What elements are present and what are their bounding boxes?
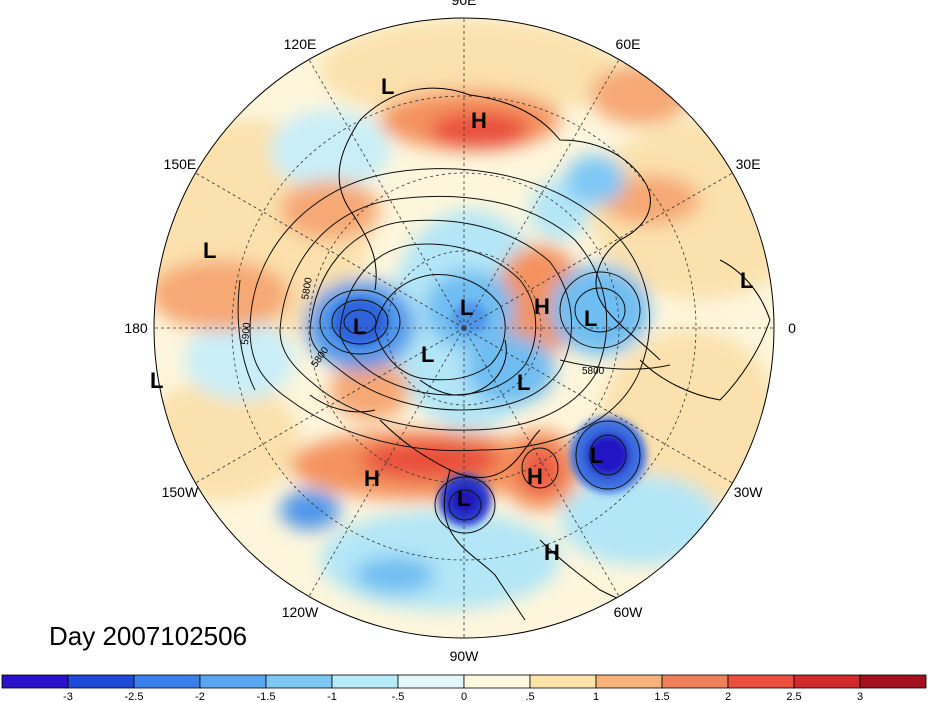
longitude-labels: 90E 60E 30E 0 30W 60W 90W 120W 150W 180 150E 120E [124, 0, 796, 664]
colorbar-box [595, 674, 663, 689]
longitude-label: 150E [164, 156, 197, 172]
high-marker: H [534, 294, 550, 319]
colorbar-box [859, 674, 927, 689]
low-marker: L [590, 443, 603, 468]
meridian-lines [154, 18, 774, 638]
low-marker: L [457, 486, 470, 511]
longitude-label: 30E [736, 156, 761, 172]
colorbar-tick-label: -1.5 [257, 691, 276, 702]
colorbar-tick-label: .5 [525, 691, 534, 702]
meridian-line [195, 327, 465, 484]
longitude-label: 0 [788, 320, 796, 336]
colorbar-box [793, 674, 861, 689]
high-marker: H [364, 466, 380, 491]
colorbar [1, 674, 927, 689]
longitude-label: 120E [284, 36, 317, 52]
high-marker: H [544, 540, 560, 565]
colorbar-box [529, 674, 597, 689]
height-contours [237, 168, 671, 534]
contour-label: 5800 [582, 366, 605, 377]
pressure-system-markers: L H L L L L L H L L L L H H L H [150, 74, 753, 565]
meridian-line [463, 327, 620, 597]
colorbar-tick-label: 3 [857, 691, 863, 702]
low-marker: L [460, 295, 473, 320]
colorbar-box [133, 674, 201, 689]
colorbar-box [1, 674, 69, 689]
longitude-label: 90E [452, 0, 477, 8]
longitude-label: 90W [450, 648, 480, 664]
longitude-label: 30W [734, 484, 764, 500]
low-marker: L [150, 368, 163, 393]
high-marker: H [471, 108, 487, 133]
meridian-line [308, 327, 465, 597]
meridian-line [463, 59, 620, 329]
low-marker: L [740, 268, 753, 293]
contour-label: 5800 [300, 276, 315, 300]
longitude-label: 60E [616, 36, 641, 52]
colorbar-tick-label: 2.5 [786, 691, 801, 702]
low-marker: L [203, 238, 216, 263]
colorbar-tick-label: -1 [327, 691, 337, 702]
map-disc [154, 18, 774, 638]
colorbar-box [661, 674, 729, 689]
meridian-line [308, 59, 465, 329]
colorbar-box [265, 674, 333, 689]
colorbar-tick-label: -3 [63, 691, 73, 702]
meridian-line [195, 172, 465, 329]
low-marker: L [421, 342, 434, 367]
meridian-line [463, 172, 733, 329]
longitude-label: 120W [282, 604, 319, 620]
longitude-label: 180 [124, 320, 148, 336]
colorbar-box [727, 674, 795, 689]
colorbar-tick-label: 2 [725, 691, 731, 702]
colorbar-tick-labels: -3 -2.5 -2 -1.5 -1 -.5 0 .5 1 1.5 2 2.5 3 [63, 691, 863, 702]
colorbar-box [397, 674, 465, 689]
contour-label: 5900 [240, 322, 253, 346]
longitude-label: 60W [614, 604, 644, 620]
meridian-line [463, 327, 733, 484]
colorbar-box [463, 674, 531, 689]
low-marker: L [517, 370, 530, 395]
colorbar-box [331, 674, 399, 689]
high-marker: H [527, 464, 543, 489]
colorbar-tick-label: 0 [461, 691, 467, 702]
day-label: Day 2007102506 [49, 621, 247, 651]
colorbar-box [67, 674, 135, 689]
colorbar-tick-label: -.5 [392, 691, 405, 702]
colorbar-tick-label: 1.5 [654, 691, 669, 702]
low-marker: L [353, 314, 366, 339]
low-marker: L [381, 74, 394, 99]
map-border [153, 17, 775, 639]
coastlines [309, 87, 771, 621]
low-marker: L [584, 306, 597, 331]
colorbar-tick-label: 1 [593, 691, 599, 702]
longitude-label: 150W [162, 484, 199, 500]
colorbar-tick-label: -2.5 [125, 691, 144, 702]
colorbar-tick-label: -2 [195, 691, 205, 702]
latitude-circles [231, 95, 697, 561]
colorbar-box [199, 674, 267, 689]
